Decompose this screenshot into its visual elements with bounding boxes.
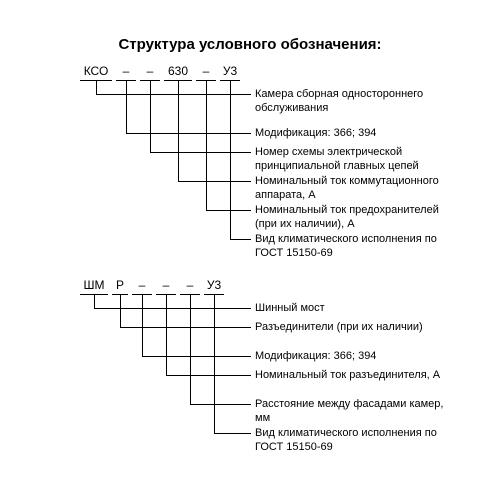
block2-slot-4-label: – xyxy=(180,278,200,292)
block2-slot-1-label: Р xyxy=(112,278,128,292)
block1-slot-0-label: КСО xyxy=(80,64,112,78)
block2-slot-0-hline xyxy=(94,308,251,309)
block1-slot-2-label: – xyxy=(140,64,160,78)
block1-slot-4-label: – xyxy=(196,64,216,78)
block2-slot-1-desc: Разъединители (при их наличии) xyxy=(255,321,455,335)
diagram-title: Структура условного обозначения: xyxy=(80,36,420,53)
block2-slot-0-label: ШМ xyxy=(80,278,108,292)
block2-slot-2-vline xyxy=(142,294,143,356)
block1-slot-2-vline xyxy=(150,80,151,152)
block2-slot-5-hline xyxy=(214,433,251,434)
block1-slot-0-desc: Камера сборная одностороннего обслуживан… xyxy=(255,88,455,116)
block1-slot-0-hline xyxy=(96,94,251,95)
block1-slot-0-vline xyxy=(96,80,97,94)
block1-slot-3-label: 630 xyxy=(164,64,192,78)
block1-slot-2-desc: Номер схемы электрической принципиальной… xyxy=(255,146,455,174)
block2-slot-3-hline xyxy=(166,375,251,376)
block2-slot-3-desc: Номинальный ток разъединителя, А xyxy=(255,369,455,383)
block2-slot-2-desc: Модификация: 366; 394 xyxy=(255,350,455,364)
block2-slot-5-label: У3 xyxy=(204,278,224,292)
block1-slot-3-hline xyxy=(178,181,251,182)
block2-slot-3-label: – xyxy=(156,278,176,292)
block2-slot-5-desc: Вид климатического исполнения по ГОСТ 15… xyxy=(255,427,455,455)
block1-slot-3-desc: Номинальный ток коммутационного аппарата… xyxy=(255,175,455,203)
block2-slot-5-vline xyxy=(214,294,215,433)
block1-slot-4-vline xyxy=(206,80,207,210)
block1-slot-5-vline xyxy=(230,80,231,239)
block2-slot-2-hline xyxy=(142,356,251,357)
block2-slot-4-desc: Расстояние между фасадами камер, мм xyxy=(255,398,455,426)
block1-slot-3-vline xyxy=(178,80,179,181)
block2-slot-0-vline xyxy=(94,294,95,308)
block2-slot-3-vline xyxy=(166,294,167,375)
block1-slot-4-hline xyxy=(206,210,251,211)
block2-slot-0-desc: Шинный мост xyxy=(255,302,455,316)
block1-slot-5-label: У3 xyxy=(220,64,240,78)
block2-slot-2-label: – xyxy=(132,278,152,292)
block1-slot-5-desc: Вид климатического исполнения по ГОСТ 15… xyxy=(255,233,455,261)
block2-slot-4-hline xyxy=(190,404,251,405)
block2-slot-4-vline xyxy=(190,294,191,404)
block1-slot-5-hline xyxy=(230,239,251,240)
block1-slot-1-hline xyxy=(126,133,251,134)
block1-slot-1-desc: Модификация: 366; 394 xyxy=(255,127,455,141)
block1-slot-2-hline xyxy=(150,152,251,153)
block1-slot-1-vline xyxy=(126,80,127,133)
block2-slot-1-vline xyxy=(120,294,121,327)
block1-slot-1-label: – xyxy=(116,64,136,78)
block2-slot-1-hline xyxy=(120,327,251,328)
block1-slot-4-desc: Номинальный ток предохранителей (при их … xyxy=(255,204,455,232)
